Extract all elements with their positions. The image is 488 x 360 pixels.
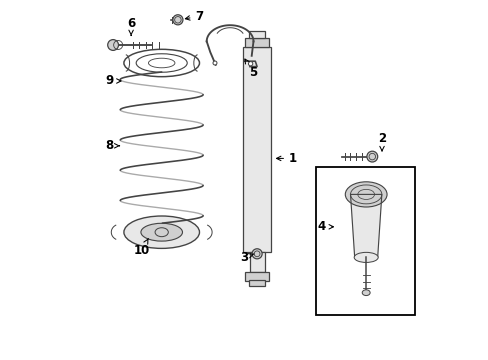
Text: 7: 7 xyxy=(185,10,203,23)
Ellipse shape xyxy=(155,228,168,237)
Text: 3: 3 xyxy=(240,251,253,264)
Bar xyxy=(248,31,265,38)
Text: 4: 4 xyxy=(317,220,333,233)
Text: 8: 8 xyxy=(105,139,119,152)
Bar xyxy=(243,47,270,252)
Ellipse shape xyxy=(251,249,262,259)
Text: 9: 9 xyxy=(105,75,121,87)
Text: 10: 10 xyxy=(134,238,150,257)
Ellipse shape xyxy=(172,15,183,25)
Ellipse shape xyxy=(123,216,199,248)
Bar xyxy=(244,38,269,47)
Ellipse shape xyxy=(213,61,217,65)
Ellipse shape xyxy=(345,182,386,207)
Text: 6: 6 xyxy=(127,17,135,36)
Ellipse shape xyxy=(141,223,182,241)
Ellipse shape xyxy=(107,40,118,50)
Ellipse shape xyxy=(366,151,377,162)
Bar xyxy=(244,272,269,281)
Text: 2: 2 xyxy=(377,132,386,151)
Bar xyxy=(249,252,264,272)
Ellipse shape xyxy=(353,252,377,262)
Text: 5: 5 xyxy=(244,59,257,78)
Bar xyxy=(248,280,265,286)
Polygon shape xyxy=(350,194,381,257)
Ellipse shape xyxy=(248,62,252,66)
Ellipse shape xyxy=(362,290,369,296)
Bar xyxy=(316,167,415,315)
Text: 1: 1 xyxy=(276,152,297,165)
